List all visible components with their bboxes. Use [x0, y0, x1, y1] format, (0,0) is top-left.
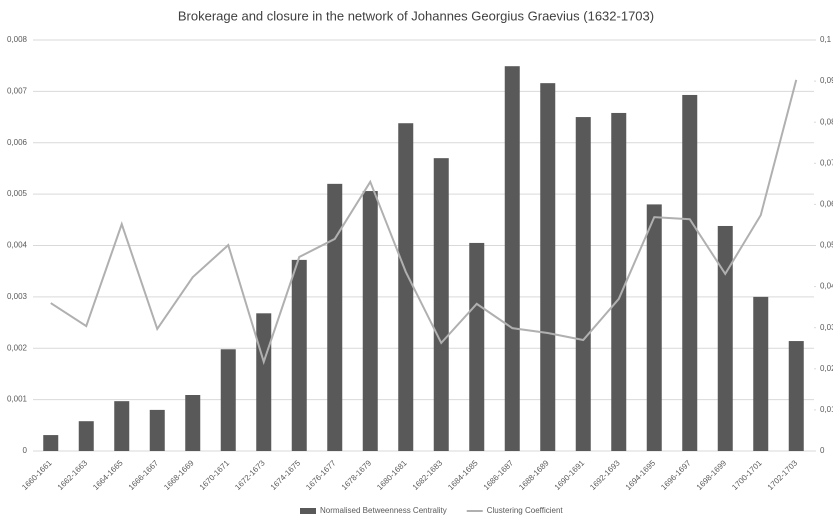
bar	[717, 225, 733, 451]
bar	[362, 191, 378, 452]
bar	[256, 313, 272, 451]
x-tick-label: 1696-1697	[659, 458, 693, 492]
bar	[149, 409, 165, 451]
y-tick-label: 0,006	[7, 138, 28, 147]
y-tick-label: 0,003	[7, 292, 28, 301]
y-tick-label: 0,005	[7, 189, 28, 198]
y-tick-label: 0,004	[7, 241, 28, 250]
y2-tick-label: 0,09	[820, 76, 833, 85]
bar	[220, 349, 236, 451]
x-tick-label: 1666-1667	[127, 458, 161, 492]
x-tick-label: 1700-1701	[730, 458, 764, 492]
x-tick-label: 1662-1663	[56, 458, 90, 492]
y2-tick-label: 0,01	[820, 405, 833, 414]
x-tick-label: 1686-1687	[482, 458, 516, 492]
x-tick-label: 1692-1693	[588, 458, 622, 492]
y-tick-label: 0,008	[7, 35, 28, 44]
chart-title: Brokerage and closure in the network of …	[178, 8, 654, 23]
x-tick-label: 1698-1699	[695, 458, 729, 492]
y-tick-label: 0	[23, 446, 28, 455]
x-tick-label: 1690-1691	[553, 458, 587, 492]
bar	[575, 117, 591, 451]
y2-tick-label: 0,04	[820, 282, 833, 291]
y2-tick-label: 0,07	[820, 158, 833, 167]
x-tick-label: 1702-1703	[766, 458, 800, 492]
y2-tick-label: 0,08	[820, 117, 833, 126]
y2-tick-label: 0,03	[820, 323, 833, 332]
bar	[43, 435, 59, 451]
bar	[611, 112, 627, 451]
x-tick-label: 1694-1695	[624, 458, 658, 492]
y2-tick-label: 0	[820, 446, 825, 455]
x-tick-label: 1672-1673	[233, 458, 267, 492]
x-tick-label: 1668-1669	[162, 458, 196, 492]
bar	[185, 395, 201, 451]
bar	[398, 123, 414, 451]
x-tick-label: 1676-1677	[304, 458, 338, 492]
y2-tick-label: 0,06	[820, 200, 833, 209]
y2-tick-label: 0,1	[820, 35, 832, 44]
x-tick-label: 1664-1665	[91, 458, 125, 492]
bar	[433, 158, 449, 451]
bar	[291, 259, 307, 451]
legend-label: Normalised Betweenness Centrality	[320, 506, 447, 515]
x-tick-label: 1670-1671	[198, 458, 232, 492]
legend-label: Clustering Coefficient	[487, 506, 564, 515]
y-tick-label: 0,002	[7, 343, 28, 352]
y-tick-label: 0,007	[7, 86, 28, 95]
bar	[78, 421, 94, 451]
x-tick-label: 1660-1661	[20, 458, 54, 492]
y2-tick-label: 0,05	[820, 241, 833, 250]
legend-swatch	[300, 508, 316, 514]
x-tick-label: 1674-1675	[269, 458, 303, 492]
x-tick-label: 1688-1689	[517, 458, 551, 492]
y-tick-label: 0,001	[7, 395, 28, 404]
bar	[504, 66, 520, 452]
bar	[682, 94, 698, 451]
bar	[327, 183, 343, 451]
bar	[788, 341, 804, 451]
bar	[114, 401, 130, 451]
bar	[540, 83, 556, 451]
x-tick-label: 1682-1683	[411, 458, 445, 492]
x-tick-label: 1680-1681	[375, 458, 409, 492]
bar	[753, 296, 769, 451]
y2-tick-label: 0,02	[820, 364, 833, 373]
line	[50, 79, 798, 366]
x-tick-label: 1684-1685	[446, 458, 480, 492]
bar	[646, 204, 662, 451]
bar	[469, 242, 485, 451]
x-tick-label: 1678-1679	[340, 458, 374, 492]
